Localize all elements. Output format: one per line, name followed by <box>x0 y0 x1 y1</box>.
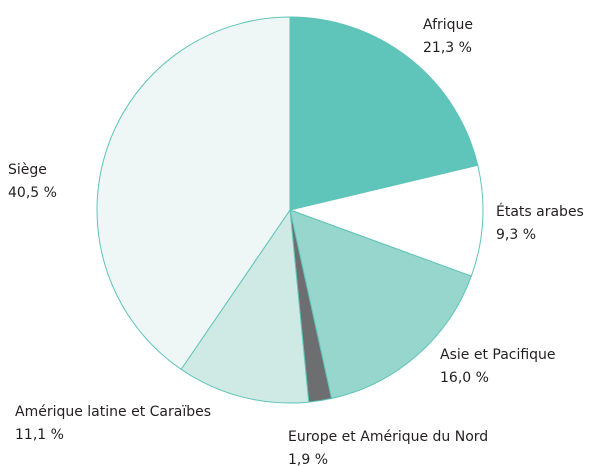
slice-label: Asie et Pacifique <box>440 347 556 363</box>
slice-label: Siège <box>8 162 47 178</box>
slice-value-label: 1,9 % <box>288 452 328 466</box>
pie-slice <box>96 16 291 371</box>
pie-slice <box>289 209 472 400</box>
slice-label: Amérique latine et Caraïbes <box>15 404 211 420</box>
pie-slice <box>289 16 479 211</box>
pie-slice <box>180 208 310 404</box>
slice-value-label: 9,3 % <box>496 227 536 243</box>
slice-value-label: 16,0 % <box>440 370 489 386</box>
slice-label: Europe et Amérique du Nord <box>288 429 488 445</box>
slice-label: États arabes <box>496 203 584 220</box>
slice-label: Afrique <box>423 17 473 33</box>
pie-slice <box>288 164 484 277</box>
slice-value-label: 21,3 % <box>423 40 472 56</box>
slice-value-label: 40,5 % <box>8 185 57 201</box>
slice-value-label: 11,1 % <box>15 427 64 443</box>
